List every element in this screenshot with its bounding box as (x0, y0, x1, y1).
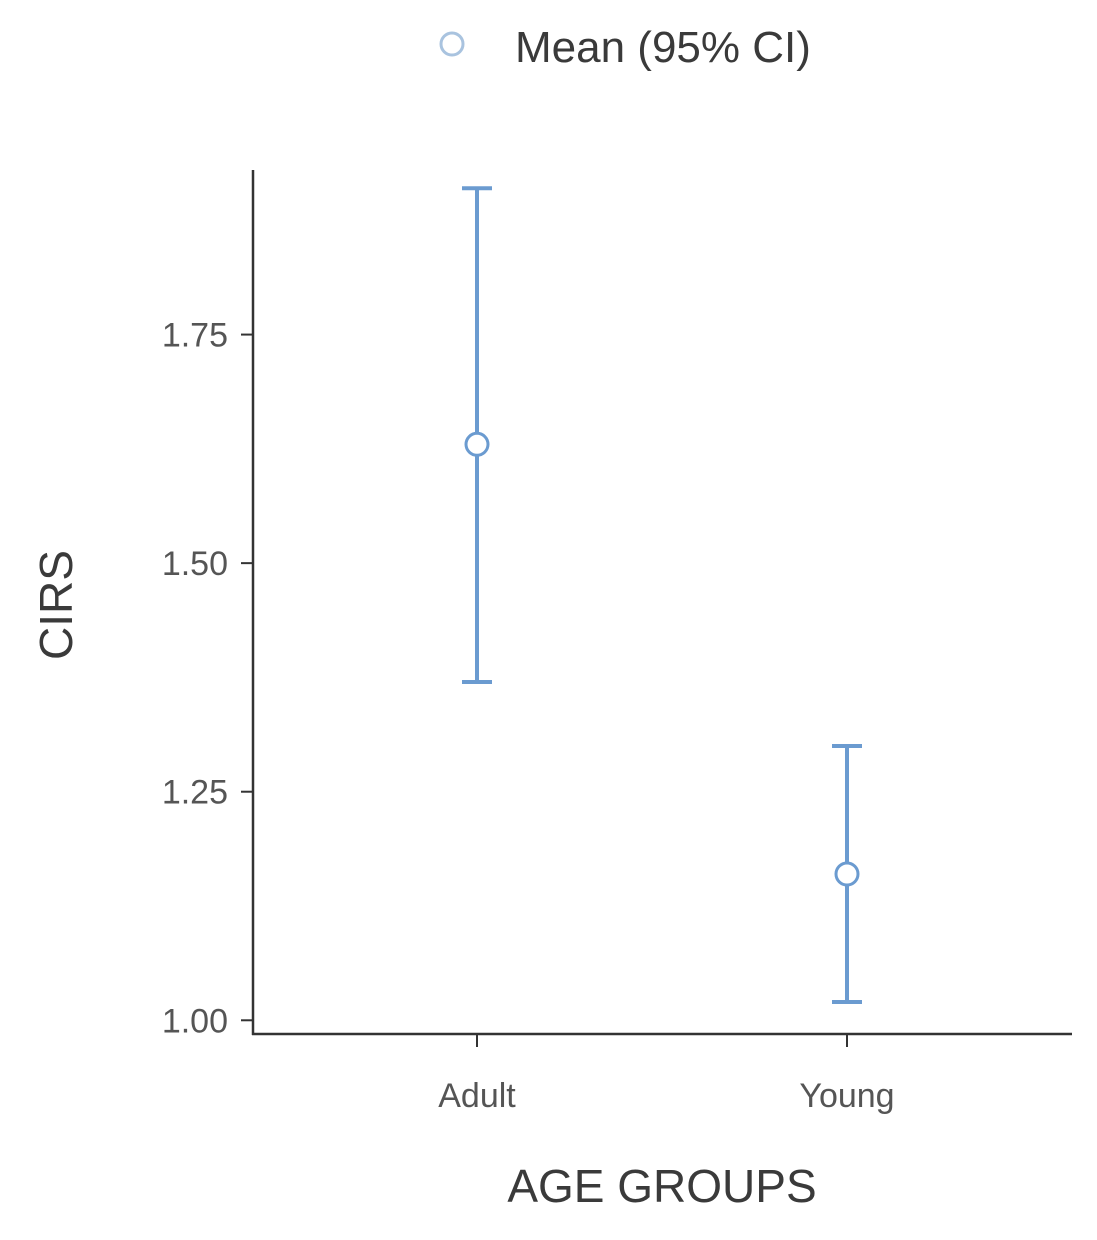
errorbar-young (832, 744, 862, 1004)
y-tick-label: 1.00 (162, 1002, 228, 1040)
y-tick-label: 1.25 (162, 774, 228, 812)
legend: Mean (95% CI) (439, 23, 811, 72)
errorbar-adult (462, 186, 492, 684)
x-tick-label: Young (799, 1077, 894, 1115)
y-tick-label: 1.50 (162, 545, 228, 583)
legend-label: Mean (95% CI) (515, 23, 811, 72)
x-tick-label: Adult (438, 1077, 516, 1115)
legend-marker (439, 31, 465, 57)
y-ticks: 1.00 1.25 1.50 1.75 (162, 317, 253, 1040)
x-axis-title: AGE GROUPS (507, 1160, 816, 1212)
series-mean-ci (462, 186, 862, 1004)
y-axis-title: CIRS (30, 550, 82, 660)
mean-marker (464, 431, 490, 457)
mean-marker (834, 861, 860, 887)
axes (251, 170, 1072, 1036)
x-ticks: Adult Young (438, 1034, 895, 1115)
y-tick-label: 1.75 (162, 317, 228, 355)
